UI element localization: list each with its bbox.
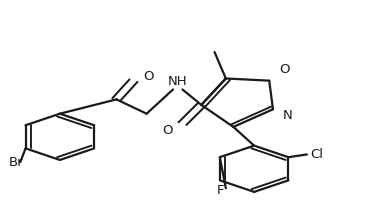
Text: O: O [279, 63, 290, 76]
Text: O: O [162, 124, 173, 137]
Text: F: F [217, 184, 224, 197]
Text: O: O [143, 70, 154, 83]
Text: NH: NH [167, 75, 187, 88]
Text: Br: Br [9, 156, 24, 169]
Text: N: N [283, 109, 293, 122]
Text: Cl: Cl [311, 148, 324, 161]
